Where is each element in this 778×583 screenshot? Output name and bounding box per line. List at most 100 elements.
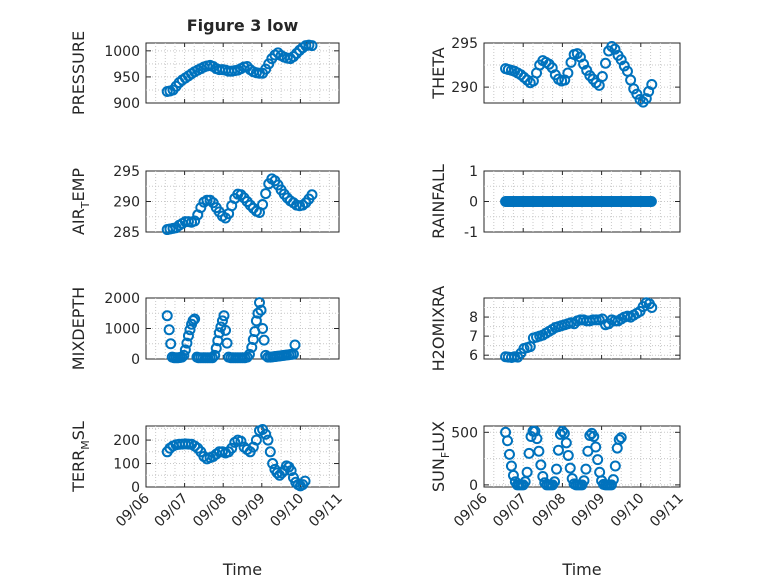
data-point	[291, 47, 303, 59]
y-axis-label-main: AIR	[69, 208, 88, 235]
data-point	[285, 465, 297, 477]
y-axis-label-subscript: M	[79, 440, 92, 450]
data-point	[209, 349, 221, 361]
y-tick-label: 0	[131, 352, 140, 368]
y-tick-label: 2000	[104, 291, 140, 307]
y-axis-label: TERRMSL	[69, 421, 92, 493]
data-point	[257, 323, 269, 334]
data-point	[257, 199, 269, 211]
y-tick-label: 290	[113, 195, 140, 211]
data-point	[588, 431, 600, 443]
data-point	[562, 449, 574, 461]
data-series	[161, 39, 318, 98]
data-point	[253, 297, 265, 309]
y-tick-label: 295	[451, 36, 478, 52]
data-point	[264, 446, 276, 458]
data-point	[235, 189, 247, 201]
data-point	[531, 433, 543, 445]
data-point	[515, 69, 527, 81]
data-point	[606, 41, 618, 53]
y-axis-label: RAINFALL	[429, 164, 448, 239]
y-tick-label: 1000	[104, 322, 140, 338]
y-tick-label: 1	[469, 164, 478, 180]
data-point	[250, 315, 262, 327]
data-point	[535, 459, 547, 471]
data-point	[306, 189, 318, 201]
y-tick-label: 8	[469, 310, 478, 326]
data-point	[549, 476, 561, 488]
data-point	[529, 425, 541, 437]
y-axis-label-subscript: T	[79, 201, 92, 209]
x-tick-label: 09/06	[451, 490, 491, 530]
y-axis-label-main: TERR	[69, 450, 88, 493]
y-axis-label: H2OMIXRA	[429, 286, 448, 372]
data-point	[578, 475, 590, 487]
data-series	[500, 41, 658, 108]
x-tick-label: 09/08	[190, 491, 230, 531]
data-point	[592, 454, 604, 466]
data-point	[615, 432, 627, 444]
y-tick-label: 7	[469, 329, 478, 345]
data-point	[560, 437, 572, 449]
y-axis-label: SUNFLUX	[429, 421, 452, 492]
data-point	[537, 470, 549, 482]
y-tick-label: 285	[113, 225, 140, 241]
data-point	[306, 40, 318, 52]
data-point	[523, 447, 535, 459]
y-tick-label: 500	[451, 425, 478, 441]
data-point	[181, 337, 193, 349]
y-axis-label-rest: LUX	[429, 421, 448, 452]
y-axis-label: MIXDEPTH	[69, 287, 88, 370]
data-point	[218, 310, 230, 322]
data-series	[500, 196, 657, 207]
data-point	[533, 445, 545, 457]
y-tick-label: 295	[113, 164, 140, 180]
data-point	[220, 324, 232, 336]
data-point	[521, 466, 533, 478]
y-tick-label: 290	[451, 80, 478, 96]
data-point	[590, 441, 602, 453]
data-point	[609, 43, 621, 55]
data-point	[262, 434, 274, 446]
data-point	[590, 77, 602, 89]
data-point	[206, 352, 218, 364]
data-point	[244, 199, 256, 211]
data-point	[221, 337, 233, 349]
chart-panel-h2omixra: 6 7 8 H2OMIXRA	[429, 286, 681, 372]
data-point	[189, 313, 201, 325]
y-axis-label-rest: EMP	[69, 168, 88, 202]
x-tick-label: 09/08	[529, 491, 569, 531]
data-point	[502, 435, 514, 447]
chart-panel-air-temp: 285 290 295 AIRTEMP	[69, 164, 340, 241]
data-series	[500, 297, 658, 363]
data-point	[267, 458, 279, 470]
data-point	[216, 315, 228, 327]
data-point	[562, 67, 574, 79]
data-point	[580, 463, 592, 475]
x-tick-label: 09/10	[608, 491, 648, 531]
data-point	[195, 202, 207, 214]
data-point	[250, 434, 262, 446]
data-point	[260, 188, 272, 200]
chart-panel-sun-flux: 0 500 09/06 09/07 09/08 09/09 09/10 09/11 SUNFLU…	[429, 421, 687, 579]
data-point	[615, 54, 627, 66]
y-tick-label: 950	[113, 70, 140, 86]
chart-panel-mixdepth: 0 1000 2000 MIXDEPTH	[69, 287, 340, 370]
data-series	[161, 297, 301, 364]
data-point	[645, 196, 657, 207]
data-point	[287, 51, 299, 63]
data-point	[235, 435, 247, 447]
chart-panel-pressure: 900 950 1000 PRESSURE Figure 3 low	[69, 16, 340, 115]
data-point	[556, 425, 568, 437]
data-point	[613, 434, 625, 446]
data-point	[503, 448, 515, 460]
y-axis-label-subscript: F	[439, 452, 452, 458]
x-tick-label: 09/11	[306, 491, 346, 531]
data-point	[179, 344, 191, 356]
data-point	[165, 338, 177, 350]
data-point	[241, 351, 253, 363]
x-tick-label: 09/09	[229, 491, 269, 531]
y-axis-label: THETA	[429, 47, 448, 99]
